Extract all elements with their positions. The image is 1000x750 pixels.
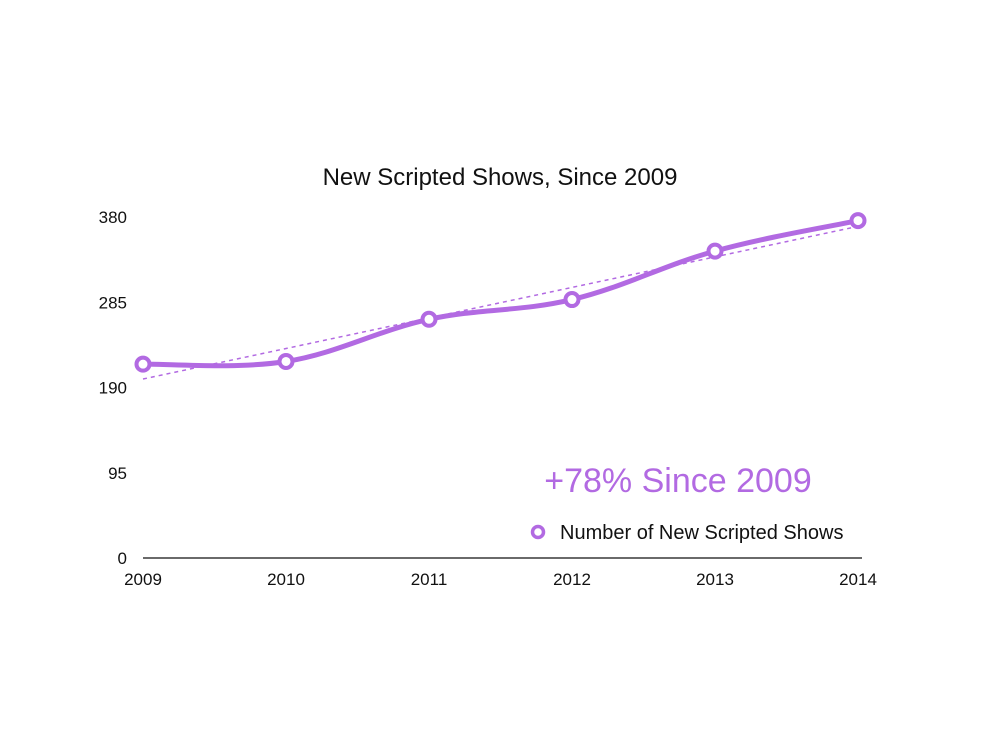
legend-marker — [530, 524, 546, 540]
growth-annotation: +78% Since 2009 — [544, 462, 811, 500]
data-point — [849, 212, 867, 230]
x-tick-label: 2009 — [124, 570, 162, 589]
y-tick-label: 285 — [99, 293, 127, 312]
data-point — [563, 291, 581, 309]
data-point — [277, 352, 295, 370]
chart-title: New Scripted Shows, Since 2009 — [323, 164, 678, 191]
data-point — [706, 242, 724, 260]
legend: Number of New Scripted Shows — [530, 522, 843, 544]
x-tick-label: 2014 — [839, 570, 877, 589]
y-axis-ticks: 0 95 190 285 380 — [99, 208, 127, 568]
x-tick-label: 2013 — [696, 570, 734, 589]
data-point — [420, 310, 438, 328]
legend-label: Number of New Scripted Shows — [560, 522, 843, 544]
series-line — [140, 218, 861, 369]
data-point — [134, 355, 152, 373]
y-tick-label: 95 — [108, 464, 127, 483]
trendline — [142, 225, 859, 380]
y-tick-label: 0 — [118, 549, 127, 568]
x-tick-label: 2010 — [267, 570, 305, 589]
x-tick-label: 2012 — [553, 570, 591, 589]
x-axis-ticks: 2009 2010 2011 2012 2013 2014 — [124, 570, 877, 589]
data-points — [134, 212, 867, 373]
y-tick-label: 380 — [99, 208, 127, 227]
y-tick-label: 190 — [99, 379, 127, 398]
x-tick-label: 2011 — [411, 570, 448, 589]
